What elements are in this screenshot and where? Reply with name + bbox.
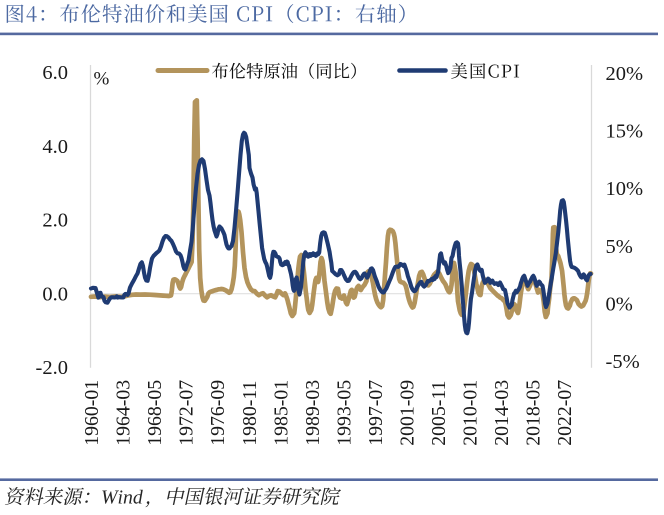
svg-text:1989-03: 1989-03	[302, 380, 324, 446]
svg-text:20%: 20%	[606, 63, 644, 85]
svg-text:2001-09: 2001-09	[396, 380, 418, 446]
svg-text:2010-01: 2010-01	[460, 380, 482, 446]
svg-text:1985-01: 1985-01	[270, 380, 292, 446]
svg-text:1980-11: 1980-11	[239, 381, 261, 446]
svg-text:0%: 0%	[606, 293, 633, 315]
svg-text:1964-03: 1964-03	[113, 380, 135, 446]
svg-text:10%: 10%	[606, 178, 644, 200]
svg-text:2022-07: 2022-07	[554, 380, 576, 446]
svg-text:1972-07: 1972-07	[176, 380, 198, 446]
svg-text:1968-05: 1968-05	[144, 380, 166, 446]
svg-text:1976-09: 1976-09	[207, 380, 229, 446]
svg-text:2014-03: 2014-03	[491, 380, 513, 446]
svg-text:1993-05: 1993-05	[333, 380, 355, 446]
svg-text:5%: 5%	[606, 236, 633, 258]
svg-text:15%: 15%	[606, 121, 644, 143]
svg-text:%: %	[94, 69, 110, 90]
svg-text:2005-11: 2005-11	[428, 381, 450, 446]
svg-text:4.0: 4.0	[42, 136, 68, 158]
svg-text:1960-01: 1960-01	[81, 380, 103, 446]
svg-text:-2.0: -2.0	[36, 357, 68, 379]
svg-text:2.0: 2.0	[42, 210, 68, 232]
svg-text:1997-07: 1997-07	[365, 380, 387, 446]
svg-text:-5%: -5%	[606, 351, 640, 373]
svg-text:6.0: 6.0	[42, 62, 68, 84]
svg-text:2018-05: 2018-05	[523, 380, 545, 446]
svg-text:0.0: 0.0	[42, 283, 68, 305]
